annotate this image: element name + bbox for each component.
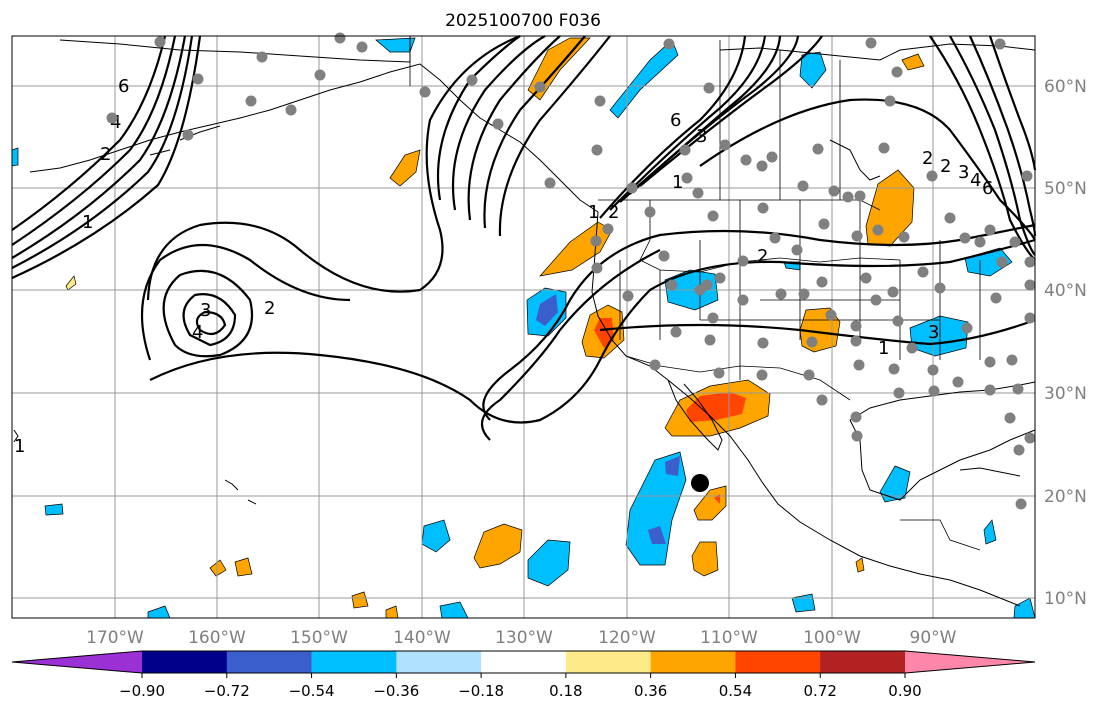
shade-orange-2	[389, 149, 421, 187]
contour-label: 2	[757, 246, 768, 267]
shade-orange-8	[901, 53, 925, 71]
shade-blue-13	[879, 465, 911, 503]
shade-orange-14	[351, 591, 369, 609]
shade-blue-11	[527, 539, 571, 587]
contour-label: 3	[958, 162, 969, 183]
contour-label-group: 6 4 2 1 3 2 4 6 3 1 2 2 1 3 2 1 2 3 4 6 …	[14, 76, 993, 457]
contour-label: 1	[82, 212, 93, 233]
shade-blue-19	[983, 519, 997, 545]
shade-red-1	[594, 318, 614, 348]
lat-label: 10°N	[1044, 589, 1087, 609]
lon-label: 120°W	[598, 628, 656, 648]
shade-bluemid-2	[665, 456, 680, 476]
latitude-labels: 60°N 50°N 40°N 30°N 20°N 10°N	[1044, 77, 1087, 609]
map-panel: 6 4 2 1 3 2 4 6 3 1 2 2 1 3 2 1 2 3 4 6 …	[11, 32, 1037, 619]
shade-bluemid-3	[648, 526, 666, 544]
shade-orange-16	[855, 557, 865, 573]
colorbar-segment	[142, 651, 228, 673]
shade-blue-10	[625, 451, 687, 566]
contour-label: 3	[200, 300, 211, 321]
contour-label: 6	[982, 178, 993, 199]
colorbar-segment	[226, 651, 313, 673]
colorbar-extend-low	[12, 651, 142, 673]
shade-orange-13	[234, 557, 253, 577]
colorbar-tick-label: 0.18	[549, 682, 582, 700]
lon-label: 130°W	[495, 628, 553, 648]
colorbar: −0.90 −0.72 −0.54 −0.36 −0.18 0.18 0.36 0.54 0.7…	[11, 650, 1036, 700]
colorbar-tick-label: −0.72	[204, 682, 250, 700]
map-border	[11, 35, 1036, 619]
lat-label: 60°N	[1044, 77, 1087, 97]
contour-label: 2	[608, 202, 619, 223]
shade-yellow-1	[65, 275, 77, 291]
contour-label: 3	[696, 126, 707, 147]
map-title: 2025100700 F036	[445, 11, 601, 31]
lon-label: 140°W	[393, 628, 451, 648]
contour-label: 1	[588, 202, 599, 223]
shade-orange-9	[473, 523, 523, 569]
contour-label: 6	[118, 76, 129, 97]
colorbar-segment	[565, 651, 652, 673]
colorbar-tick-label: 0.90	[888, 682, 921, 700]
station-markers	[106, 32, 1036, 510]
colorbar-tick-label: −0.54	[289, 682, 335, 700]
colorbar-tick-label: 0.72	[804, 682, 837, 700]
colorbar-segment	[820, 651, 906, 673]
colorbar-tick-label: 0.54	[719, 682, 752, 700]
contour-label: 4	[970, 170, 981, 191]
lon-label: 160°W	[188, 628, 246, 648]
contour-label: 1	[878, 338, 889, 359]
colorbar-segment	[481, 651, 567, 673]
shade-blue-4	[11, 147, 19, 167]
shade-orange-11	[691, 541, 719, 577]
contour-label: 1	[672, 172, 683, 193]
shade-bluemid-1	[536, 294, 558, 326]
contour-label: 4	[192, 322, 203, 343]
lat-label: 50°N	[1044, 179, 1087, 199]
contour-label: 2	[940, 156, 951, 177]
shade-blue-3	[799, 51, 827, 89]
longitude-labels: 170°W 160°W 150°W 140°W 130°W 120°W 110°…	[86, 628, 957, 648]
colorbar-tick-label: 0.36	[634, 682, 667, 700]
contour-label: 1	[14, 436, 25, 457]
colorbar-extend-high	[905, 651, 1035, 673]
shade-blue-14	[44, 503, 64, 516]
contour-label: 4	[110, 112, 121, 133]
storm-center-marker	[691, 474, 709, 492]
lat-label: 30°N	[1044, 384, 1087, 404]
contour-lines	[11, 34, 1037, 441]
colorbar-segment	[311, 651, 397, 673]
colorbar-tick-label: −0.18	[458, 682, 504, 700]
lon-label: 110°W	[700, 628, 758, 648]
colorbar-segment	[396, 651, 482, 673]
contour-label: 6	[670, 110, 681, 131]
lat-label: 40°N	[1044, 281, 1087, 301]
lon-label: 150°W	[290, 628, 348, 648]
colorbar-segment	[735, 651, 821, 673]
colorbar-tick-label: −0.90	[119, 682, 165, 700]
shade-red-2	[686, 392, 746, 422]
lon-label: 170°W	[86, 628, 144, 648]
lon-label: 90°W	[910, 628, 957, 648]
contour-label: 3	[928, 322, 939, 343]
contour-label: 2	[922, 148, 933, 169]
colorbar-segment	[650, 651, 736, 673]
lat-label: 20°N	[1044, 487, 1087, 507]
shade-orange-10	[693, 485, 727, 521]
colorbar-tick-label: −0.36	[373, 682, 419, 700]
contour-label: 2	[100, 144, 111, 165]
contour-label: 2	[264, 298, 275, 319]
lon-label: 100°W	[803, 628, 861, 648]
